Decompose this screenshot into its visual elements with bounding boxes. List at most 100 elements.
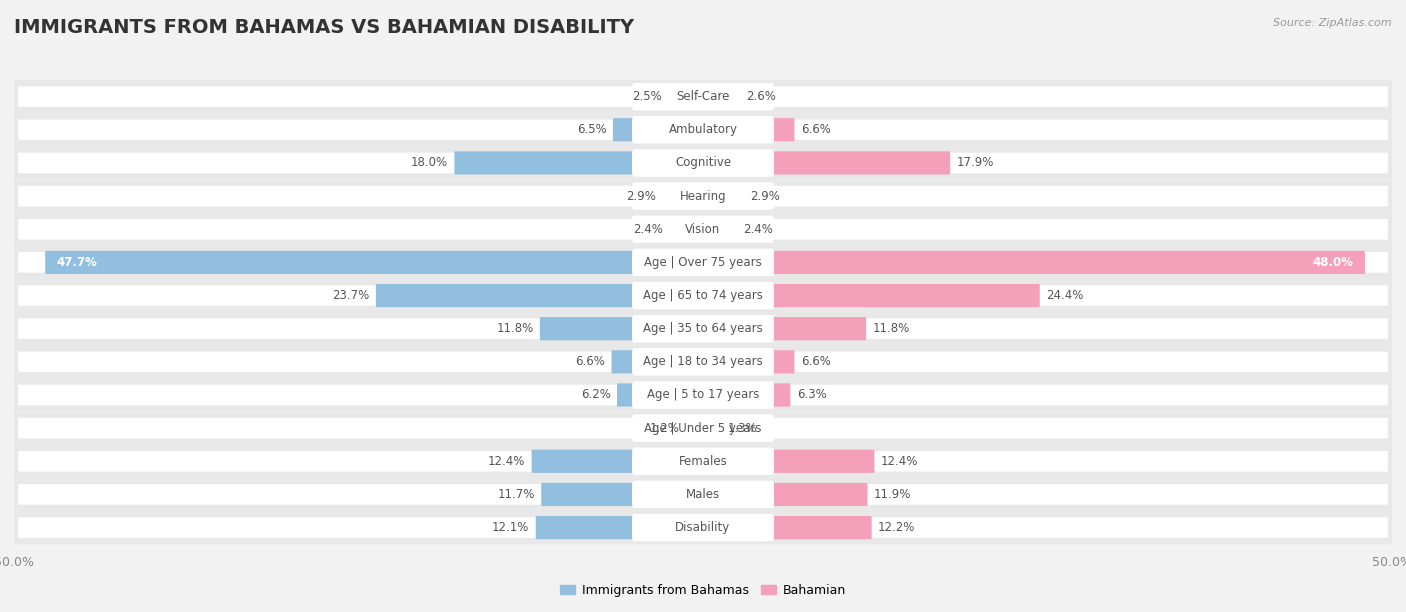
FancyBboxPatch shape: [14, 246, 1392, 279]
FancyBboxPatch shape: [14, 146, 1392, 179]
Text: Cognitive: Cognitive: [675, 157, 731, 170]
FancyBboxPatch shape: [703, 151, 950, 174]
Text: 47.7%: 47.7%: [56, 256, 97, 269]
Text: 11.8%: 11.8%: [873, 322, 910, 335]
FancyBboxPatch shape: [18, 86, 1388, 107]
Text: Females: Females: [679, 455, 727, 468]
FancyBboxPatch shape: [14, 212, 1392, 246]
Text: 2.5%: 2.5%: [631, 90, 662, 103]
Text: 12.1%: 12.1%: [492, 521, 530, 534]
FancyBboxPatch shape: [633, 381, 773, 409]
Text: Age | Under 5 years: Age | Under 5 years: [644, 422, 762, 435]
FancyBboxPatch shape: [45, 251, 703, 274]
FancyBboxPatch shape: [14, 279, 1392, 312]
FancyBboxPatch shape: [669, 218, 703, 241]
FancyBboxPatch shape: [18, 252, 1388, 273]
FancyBboxPatch shape: [540, 317, 703, 340]
Text: Age | 35 to 64 years: Age | 35 to 64 years: [643, 322, 763, 335]
FancyBboxPatch shape: [703, 85, 740, 108]
FancyBboxPatch shape: [14, 179, 1392, 212]
Text: Males: Males: [686, 488, 720, 501]
FancyBboxPatch shape: [531, 450, 703, 473]
FancyBboxPatch shape: [633, 514, 773, 541]
Text: 48.0%: 48.0%: [1312, 256, 1354, 269]
FancyBboxPatch shape: [18, 517, 1388, 538]
FancyBboxPatch shape: [633, 282, 773, 309]
Text: 18.0%: 18.0%: [411, 157, 449, 170]
FancyBboxPatch shape: [662, 184, 703, 207]
FancyBboxPatch shape: [633, 83, 773, 110]
Text: 23.7%: 23.7%: [332, 289, 370, 302]
Text: IMMIGRANTS FROM BAHAMAS VS BAHAMIAN DISABILITY: IMMIGRANTS FROM BAHAMAS VS BAHAMIAN DISA…: [14, 18, 634, 37]
Text: 11.9%: 11.9%: [875, 488, 911, 501]
Text: Source: ZipAtlas.com: Source: ZipAtlas.com: [1274, 18, 1392, 28]
Text: 6.6%: 6.6%: [801, 356, 831, 368]
FancyBboxPatch shape: [18, 351, 1388, 372]
FancyBboxPatch shape: [613, 118, 703, 141]
FancyBboxPatch shape: [633, 447, 773, 475]
Text: 2.4%: 2.4%: [633, 223, 664, 236]
Text: Age | Over 75 years: Age | Over 75 years: [644, 256, 762, 269]
FancyBboxPatch shape: [703, 483, 868, 506]
FancyBboxPatch shape: [541, 483, 703, 506]
Text: Self-Care: Self-Care: [676, 90, 730, 103]
FancyBboxPatch shape: [14, 345, 1392, 378]
FancyBboxPatch shape: [703, 118, 794, 141]
FancyBboxPatch shape: [536, 516, 703, 539]
Text: 6.3%: 6.3%: [797, 389, 827, 401]
FancyBboxPatch shape: [703, 184, 744, 207]
Text: Vision: Vision: [685, 223, 721, 236]
FancyBboxPatch shape: [703, 218, 737, 241]
FancyBboxPatch shape: [617, 383, 703, 406]
FancyBboxPatch shape: [14, 378, 1392, 411]
Text: 6.2%: 6.2%: [581, 389, 610, 401]
Text: Ambulatory: Ambulatory: [668, 123, 738, 136]
FancyBboxPatch shape: [703, 383, 790, 406]
FancyBboxPatch shape: [375, 284, 703, 307]
Text: 11.8%: 11.8%: [496, 322, 533, 335]
Text: 1.3%: 1.3%: [728, 422, 758, 435]
Text: 11.7%: 11.7%: [498, 488, 534, 501]
Text: Age | 18 to 34 years: Age | 18 to 34 years: [643, 356, 763, 368]
FancyBboxPatch shape: [703, 417, 721, 440]
FancyBboxPatch shape: [18, 285, 1388, 306]
FancyBboxPatch shape: [18, 186, 1388, 206]
FancyBboxPatch shape: [686, 417, 703, 440]
Text: 2.9%: 2.9%: [626, 190, 657, 203]
Text: 24.4%: 24.4%: [1046, 289, 1084, 302]
FancyBboxPatch shape: [14, 445, 1392, 478]
FancyBboxPatch shape: [18, 385, 1388, 405]
FancyBboxPatch shape: [18, 152, 1388, 173]
Text: 2.4%: 2.4%: [742, 223, 773, 236]
Text: Age | 65 to 74 years: Age | 65 to 74 years: [643, 289, 763, 302]
Text: 6.6%: 6.6%: [801, 123, 831, 136]
FancyBboxPatch shape: [454, 151, 703, 174]
Text: 2.9%: 2.9%: [749, 190, 780, 203]
FancyBboxPatch shape: [18, 418, 1388, 438]
FancyBboxPatch shape: [18, 219, 1388, 239]
Text: 6.5%: 6.5%: [576, 123, 606, 136]
FancyBboxPatch shape: [633, 348, 773, 376]
FancyBboxPatch shape: [14, 478, 1392, 511]
FancyBboxPatch shape: [612, 350, 703, 373]
FancyBboxPatch shape: [633, 248, 773, 276]
Text: Age | 5 to 17 years: Age | 5 to 17 years: [647, 389, 759, 401]
FancyBboxPatch shape: [668, 85, 703, 108]
FancyBboxPatch shape: [633, 315, 773, 342]
FancyBboxPatch shape: [18, 451, 1388, 472]
Text: 6.6%: 6.6%: [575, 356, 605, 368]
FancyBboxPatch shape: [703, 450, 875, 473]
FancyBboxPatch shape: [703, 350, 794, 373]
FancyBboxPatch shape: [14, 312, 1392, 345]
FancyBboxPatch shape: [14, 511, 1392, 544]
FancyBboxPatch shape: [633, 414, 773, 442]
Text: 1.2%: 1.2%: [650, 422, 679, 435]
FancyBboxPatch shape: [633, 481, 773, 508]
FancyBboxPatch shape: [703, 251, 1365, 274]
Text: 17.9%: 17.9%: [956, 157, 994, 170]
Text: 12.2%: 12.2%: [877, 521, 915, 534]
FancyBboxPatch shape: [633, 149, 773, 177]
Text: Disability: Disability: [675, 521, 731, 534]
FancyBboxPatch shape: [18, 318, 1388, 339]
FancyBboxPatch shape: [703, 516, 872, 539]
